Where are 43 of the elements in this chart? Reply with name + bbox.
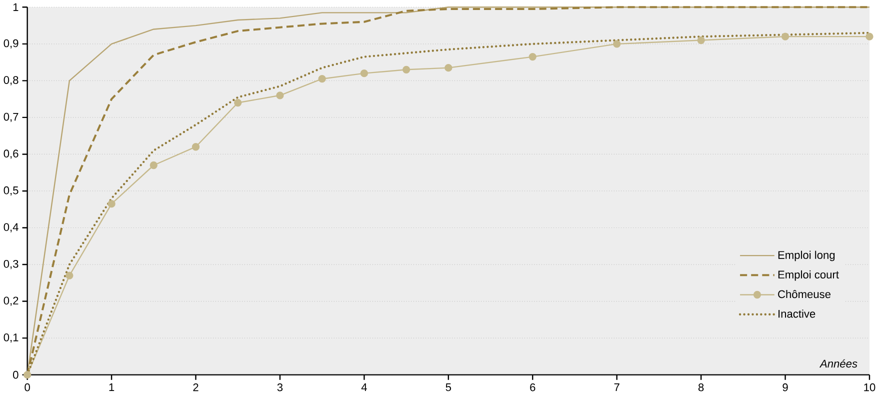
legend-label: Emploi court xyxy=(778,270,839,281)
point xyxy=(108,200,116,208)
y-tick-label: 0 xyxy=(13,371,18,379)
y-tick-label: 0,7 xyxy=(4,113,18,122)
x-tick-label: 2 xyxy=(193,384,198,392)
x-tick-label: 6 xyxy=(530,384,536,392)
point xyxy=(781,32,790,41)
point xyxy=(866,32,874,41)
x-tick-label: 0 xyxy=(24,384,30,392)
x-tick-label: 9 xyxy=(782,384,788,392)
x-tick-label: 7 xyxy=(614,384,620,392)
point xyxy=(66,272,74,280)
legend-label: Inactive xyxy=(778,310,816,318)
x-tick-label: 5 xyxy=(446,384,452,392)
y-tick-label: 0,9 xyxy=(4,40,18,49)
y-tick-label: 0,1 xyxy=(4,334,18,343)
point xyxy=(234,99,242,107)
legend-label: Emploi long xyxy=(778,251,835,262)
y-tick-label: 1 xyxy=(13,4,18,12)
point xyxy=(444,64,452,72)
point xyxy=(24,371,32,379)
x-tick-label: 1 xyxy=(109,384,114,392)
point xyxy=(360,70,368,78)
x-tick-label: 4 xyxy=(361,384,367,392)
y-tick-label: 0,3 xyxy=(4,260,18,270)
x-axis-title: Années xyxy=(819,360,858,368)
x-tick-label: 10 xyxy=(864,384,876,392)
point xyxy=(402,66,410,74)
point xyxy=(528,53,536,61)
y-tick-label: 0,4 xyxy=(4,223,18,233)
y-tick-label: 0,5 xyxy=(4,186,18,196)
point xyxy=(318,75,326,83)
legend-label: Chômeuse xyxy=(778,290,831,298)
point xyxy=(276,92,284,100)
y-tick-label: 0,8 xyxy=(4,76,18,86)
x-tick-label: 3 xyxy=(277,384,283,392)
point xyxy=(613,40,621,48)
point xyxy=(697,36,705,44)
x-tick-label: 8 xyxy=(698,384,704,392)
point xyxy=(192,143,200,151)
point xyxy=(150,162,158,170)
y-tick-label: 0,2 xyxy=(4,296,18,306)
y-tick-label: 0,6 xyxy=(4,150,18,159)
